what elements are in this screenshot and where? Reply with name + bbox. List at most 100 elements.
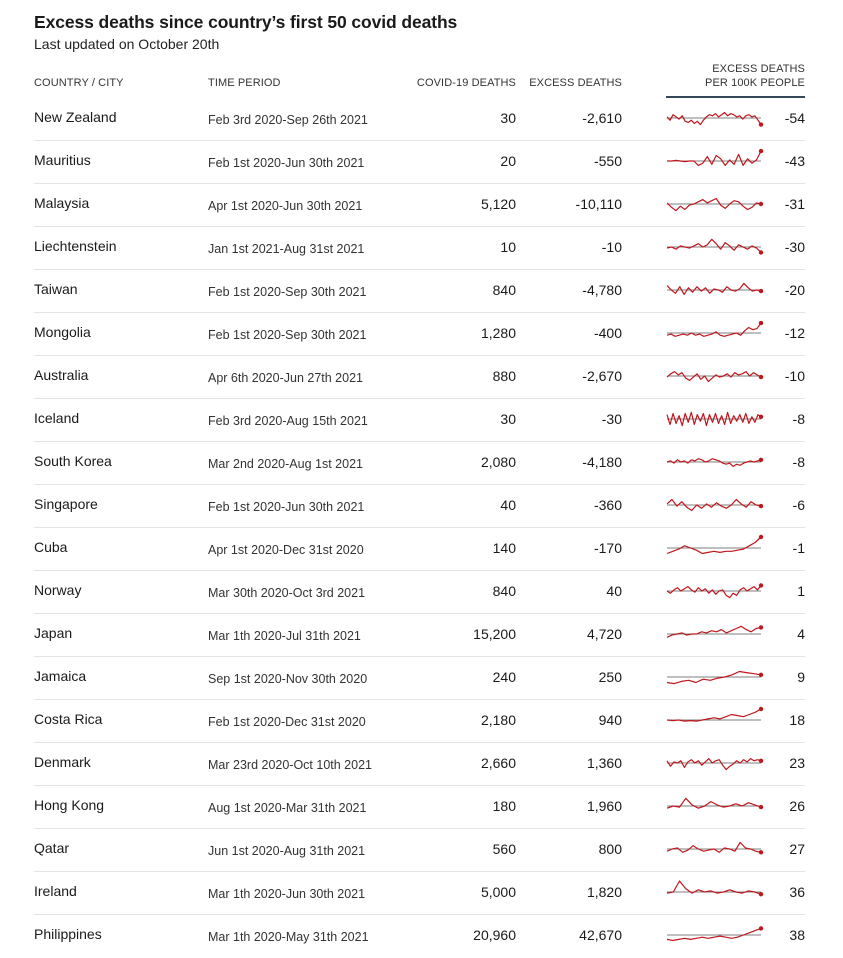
row-divider (34, 226, 805, 227)
sparkline-series (666, 927, 762, 942)
sparkline-end-dot (758, 414, 764, 419)
country-cell: Liechtenstein (34, 238, 117, 254)
excess-deaths-cell: 1,820 (586, 884, 622, 900)
excess-deaths-sparkline (666, 282, 764, 295)
sparkline-series (666, 371, 762, 383)
table-row: New Zealand Feb 3rd 2020-Sep 26th 2021 30 -… (0, 98, 843, 141)
sparkline-series (666, 708, 762, 722)
excess-per-100k-cell: -6 (792, 497, 805, 513)
row-divider (34, 613, 805, 614)
table-row: Taiwan Feb 1st 2020-Sep 30th 2021 840 -4,78… (0, 270, 843, 313)
excess-deaths-cell: -4,780 (582, 282, 622, 298)
excess-per-100k-cell: 36 (789, 884, 805, 900)
excess-deaths-cell: -10,110 (575, 196, 622, 212)
row-divider (34, 269, 805, 270)
period-cell: Mar 30th 2020-Oct 3rd 2021 (208, 586, 366, 600)
country-cell: Qatar (34, 840, 70, 856)
excess-deaths-cell: 250 (598, 669, 622, 685)
excess-deaths-cell: -360 (593, 497, 622, 513)
period-cell: Mar 23rd 2020-Oct 10th 2021 (208, 758, 372, 772)
excess-deaths-sparkline (666, 320, 764, 337)
sparkline-series (666, 322, 762, 337)
row-divider (34, 527, 805, 528)
period-cell: Aug 1st 2020-Mar 31th 2021 (208, 801, 367, 815)
excess-per-100k-cell: -30 (784, 239, 805, 255)
excess-deaths-cell: -400 (593, 325, 622, 341)
excess-deaths-sparkline (666, 197, 764, 212)
excess-per-100k-cell: 18 (789, 712, 805, 728)
excess-deaths-cell: 940 (598, 712, 622, 728)
covid-deaths-cell: 2,660 (480, 755, 516, 771)
country-cell: Mongolia (34, 324, 91, 340)
table-row: Australia Apr 6th 2020-Jun 27th 2021 880 -2… (0, 356, 843, 399)
table-row: Jamaica Sep 1st 2020-Nov 30th 2020 240 250 9 (0, 657, 843, 700)
excess-deaths-sparkline (666, 534, 764, 555)
sparkline-series (666, 458, 762, 467)
excess-deaths-cell: 42,670 (579, 927, 622, 943)
row-divider (34, 828, 805, 829)
period-cell: Feb 1st 2020-Jun 30th 2021 (208, 500, 365, 514)
period-cell: Sep 1st 2020-Nov 30th 2020 (208, 672, 368, 686)
sparkline-end-dot (758, 534, 764, 540)
sparkline-series (666, 411, 762, 427)
excess-per-100k-cell: -1 (792, 540, 805, 556)
covid-deaths-cell: 240 (492, 669, 516, 685)
excess-per-100k-cell: 23 (789, 755, 805, 771)
period-cell: Jun 1st 2020-Aug 31th 2021 (208, 844, 366, 858)
covid-deaths-cell: 30 (500, 110, 516, 126)
table-row: Cuba Apr 1st 2020-Dec 31st 2020 140 -170 -1 (0, 528, 843, 571)
table-row: Qatar Jun 1st 2020-Aug 31th 2021 560 800 27 (0, 829, 843, 872)
country-cell: Hong Kong (34, 797, 105, 813)
excess-deaths-cell: -4,180 (582, 454, 622, 470)
country-cell: Iceland (34, 410, 80, 426)
excess-deaths-sparkline (666, 706, 764, 722)
excess-deaths-sparkline (666, 926, 764, 942)
sparkline-series (666, 282, 762, 295)
sparkline-end-dot (758, 503, 764, 509)
covid-deaths-cell: 560 (492, 841, 516, 857)
chart-subtitle: Last updated on October 20th (34, 36, 220, 52)
excess-deaths-cell: -170 (593, 540, 622, 556)
covid-deaths-cell: 15,200 (473, 626, 516, 642)
excess-deaths-cell: -2,670 (582, 368, 622, 384)
excess-deaths-cell: 4,720 (586, 626, 622, 642)
excess-per-100k-cell: 9 (797, 669, 805, 685)
table-row: Singapore Feb 1st 2020-Jun 30th 2021 40 -36… (0, 485, 843, 528)
excess-per-100k-cell: 1 (797, 583, 805, 599)
excess-deaths-sparkline (666, 880, 764, 897)
period-cell: Feb 1st 2020-Sep 30th 2021 (208, 285, 367, 299)
sparkline-series (666, 536, 762, 555)
covid-deaths-cell: 5,000 (480, 884, 516, 900)
column-header-covid-deaths: COVID-19 DEATHS (416, 77, 516, 89)
excess-deaths-cell: 40 (606, 583, 622, 599)
chart-title: Excess deaths since country’s first 50 c… (34, 12, 458, 32)
header-rule (666, 96, 805, 98)
excess-deaths-cell: -2,610 (582, 110, 622, 126)
table-row: Liechtenstein Jan 1st 2021-Aug 31st 2021 1… (0, 227, 843, 270)
excess-deaths-sparkline (666, 625, 764, 638)
country-cell: Australia (34, 367, 89, 383)
country-cell: Taiwan (34, 281, 78, 297)
covid-deaths-cell: 20 (500, 153, 516, 169)
sparkline-end-dot (758, 288, 764, 294)
sparkline-end-dot (758, 201, 764, 207)
covid-deaths-cell: 20,960 (473, 927, 516, 943)
sparkline-end-dot (758, 457, 764, 462)
column-header-per-100k: EXCESS DEATHS PER 100K PEOPLE (665, 62, 805, 90)
row-divider (34, 656, 805, 657)
covid-deaths-cell: 30 (500, 411, 516, 427)
sparkline-end-dot (758, 625, 764, 630)
excess-deaths-cell: -10 (601, 239, 622, 255)
excess-deaths-cell: 1,960 (586, 798, 622, 814)
country-cell: Singapore (34, 496, 98, 512)
table-row: Mongolia Feb 1st 2020-Sep 30th 2021 1,280 -… (0, 313, 843, 356)
excess-deaths-sparkline (666, 238, 764, 255)
sparkline-series (666, 880, 762, 895)
excess-deaths-sparkline (666, 411, 764, 427)
column-header-period: TIME PERIOD (208, 77, 281, 89)
excess-deaths-sparkline (666, 498, 764, 512)
period-cell: Jan 1st 2021-Aug 31st 2021 (208, 242, 365, 256)
covid-deaths-cell: 40 (500, 497, 516, 513)
sparkline-end-dot (758, 926, 764, 931)
excess-per-100k-cell: 38 (789, 927, 805, 943)
